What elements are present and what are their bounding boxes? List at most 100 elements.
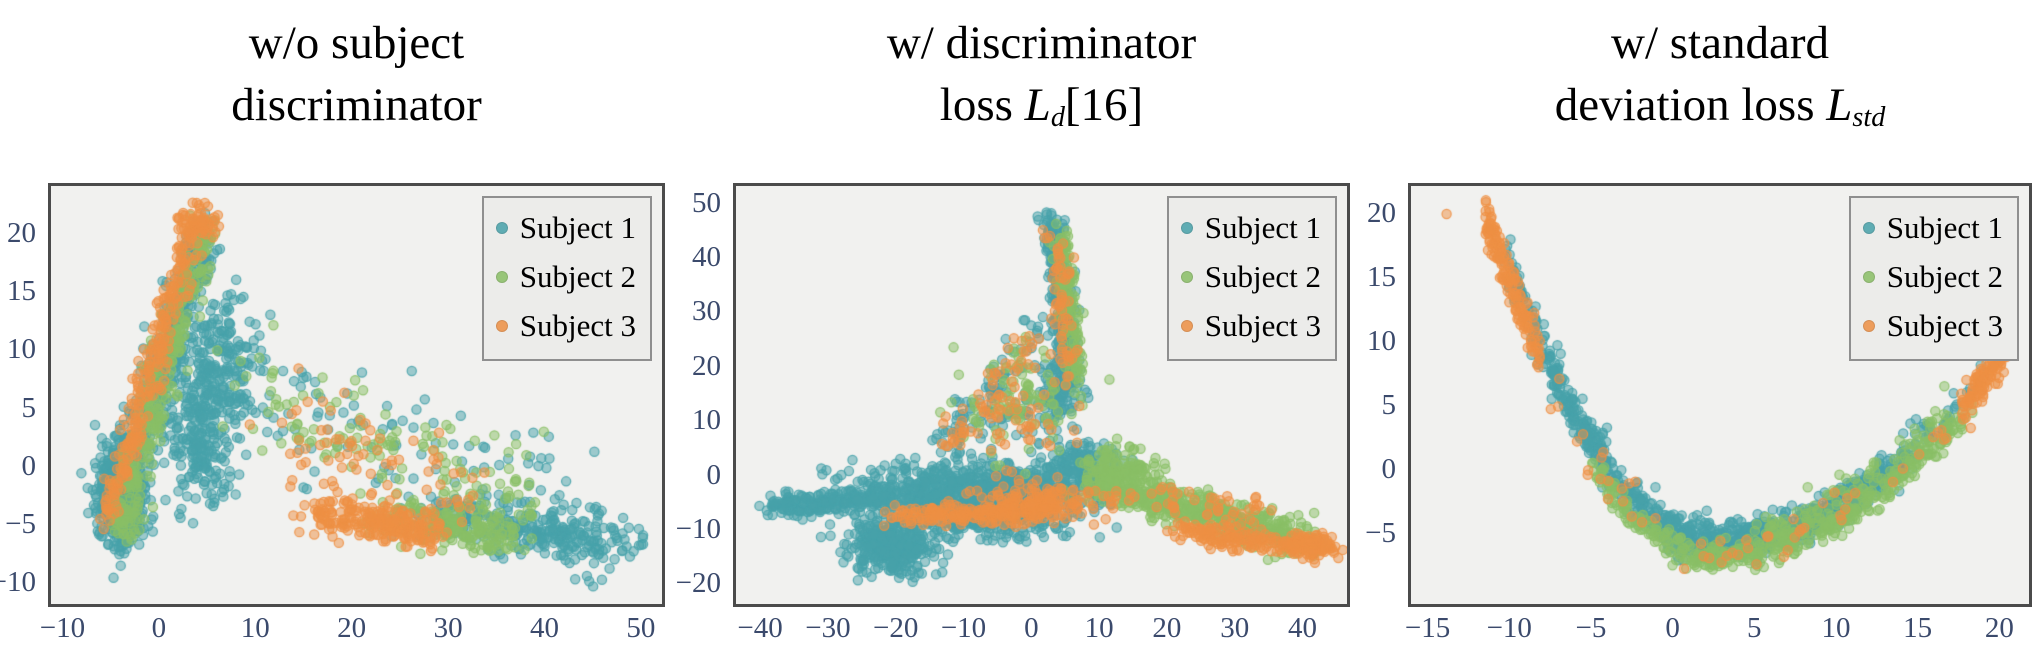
legend-label-subject-1: Subject 1 bbox=[519, 210, 636, 245]
y-tick-label: 20 bbox=[1367, 197, 1396, 230]
y-tick-label: 15 bbox=[1367, 261, 1396, 294]
legend-marker-subject-1-icon bbox=[1180, 222, 1193, 235]
x-tick-label: −20 bbox=[873, 612, 919, 644]
y-tick-label: 0 bbox=[706, 458, 722, 491]
legend: Subject 1 Subject 2 Subject 3 bbox=[1166, 196, 1337, 361]
plot-title-line1: w/o subject bbox=[48, 12, 665, 74]
legend-marker-subject-3-icon bbox=[1180, 320, 1193, 333]
y-tick-label: −20 bbox=[675, 567, 721, 600]
y-tick-label: −5 bbox=[1365, 517, 1396, 550]
legend-marker-subject-2-icon bbox=[1862, 271, 1875, 284]
x-tick-label: 40 bbox=[1288, 612, 1318, 644]
x-tick-label: 0 bbox=[151, 612, 167, 644]
plot-title-line2: loss Ld[16] bbox=[733, 74, 1350, 136]
plot-title-line2: discriminator bbox=[48, 74, 665, 136]
legend-label-subject-2: Subject 2 bbox=[1886, 258, 2003, 294]
y-tick-label: −5 bbox=[5, 507, 36, 540]
y-tick-label: 20 bbox=[692, 349, 721, 382]
x-tick-label: 10 bbox=[240, 612, 270, 644]
x-tick-label: −10 bbox=[1486, 612, 1532, 644]
legend-marker-subject-1-icon bbox=[1862, 222, 1875, 235]
legend-marker-subject-3-icon bbox=[495, 320, 508, 333]
plot-title: w/ discriminator loss Ld[16] bbox=[733, 12, 1350, 136]
x-tick-label: −10 bbox=[39, 612, 86, 644]
x-tick-label: 10 bbox=[1084, 612, 1114, 644]
title-text-segment: deviation loss bbox=[1554, 79, 1827, 132]
y-tick-label: 10 bbox=[7, 333, 36, 366]
title-text-segment: loss bbox=[939, 79, 1025, 132]
y-tick-label: 20 bbox=[7, 217, 36, 250]
legend-item-subject-3: Subject 3 bbox=[1180, 304, 1321, 349]
legend-item-subject-3: Subject 3 bbox=[495, 304, 636, 349]
legend-marker-subject-1-icon bbox=[495, 222, 508, 235]
legend-marker-subject-2-icon bbox=[1180, 271, 1193, 284]
x-tick-label: 5 bbox=[1747, 612, 1762, 644]
y-tick-label: 30 bbox=[692, 295, 721, 328]
legend-label-subject-3: Subject 3 bbox=[1204, 307, 1321, 343]
legend-marker-subject-2-icon bbox=[495, 271, 508, 284]
plot-area: Subject 1 Subject 2 Subject 3 bbox=[48, 183, 665, 607]
legend-item-subject-2: Subject 2 bbox=[1180, 255, 1321, 300]
y-tick-label: 0 bbox=[1381, 453, 1397, 486]
x-tick-label: 40 bbox=[529, 612, 559, 644]
x-tick-label: 10 bbox=[1821, 612, 1851, 644]
title-text-segment: d bbox=[1050, 102, 1065, 134]
x-tick-label: −5 bbox=[1575, 612, 1607, 644]
legend-item-subject-3: Subject 3 bbox=[1862, 304, 2003, 349]
title-text-segment: L bbox=[1024, 79, 1051, 132]
legend-label-subject-2: Subject 2 bbox=[519, 258, 636, 294]
legend-label-subject-2: Subject 2 bbox=[1204, 258, 1321, 294]
title-text-segment: discriminator bbox=[231, 79, 482, 132]
plot-area: Subject 1 Subject 2 Subject 3 bbox=[1408, 183, 2032, 607]
title-text-segment: L bbox=[1826, 79, 1853, 132]
legend: Subject 1 Subject 2 Subject 3 bbox=[481, 196, 652, 361]
x-tick-label: 50 bbox=[626, 612, 656, 644]
y-tick-label: 0 bbox=[21, 449, 37, 482]
title-text-segment: w/ discriminator bbox=[886, 17, 1197, 69]
y-tick-label: −10 bbox=[0, 565, 36, 598]
x-tick-label: 20 bbox=[1152, 612, 1182, 644]
x-tick-label: 0 bbox=[1024, 612, 1039, 644]
legend: Subject 1 Subject 2 Subject 3 bbox=[1848, 196, 2019, 361]
y-tick-label: 5 bbox=[1381, 389, 1397, 422]
y-tick-label: 40 bbox=[692, 241, 721, 274]
legend-label-subject-3: Subject 3 bbox=[1886, 307, 2003, 343]
x-tick-label: 0 bbox=[1665, 612, 1680, 644]
title-text-segment: std bbox=[1852, 102, 1886, 134]
x-tick-label: 30 bbox=[433, 612, 463, 644]
legend-marker-subject-3-icon bbox=[1862, 320, 1875, 333]
x-tick-label: −30 bbox=[805, 612, 851, 644]
legend-item-subject-2: Subject 2 bbox=[1862, 255, 2003, 300]
title-text-segment: [16] bbox=[1064, 79, 1144, 132]
x-tick-label: −10 bbox=[940, 612, 987, 644]
x-tick-label: 30 bbox=[1220, 612, 1250, 644]
y-tick-label: 5 bbox=[21, 391, 37, 424]
legend-label-subject-1: Subject 1 bbox=[1204, 210, 1321, 245]
x-tick-label: −15 bbox=[1404, 612, 1451, 644]
legend-item-subject-1: Subject 1 bbox=[495, 206, 636, 251]
plot-title-line1: w/ discriminator bbox=[733, 12, 1350, 74]
y-tick-label: 50 bbox=[692, 186, 721, 219]
legend-item-subject-2: Subject 2 bbox=[495, 255, 636, 300]
x-tick-label: 20 bbox=[1984, 612, 2014, 644]
legend-label-subject-1: Subject 1 bbox=[1886, 210, 2003, 245]
legend-item-subject-1: Subject 1 bbox=[1180, 206, 1321, 251]
plot-title: w/o subject discriminator bbox=[48, 12, 665, 136]
x-tick-label: 15 bbox=[1903, 612, 1933, 644]
plot-title: w/ standard deviation loss Lstd bbox=[1408, 12, 2032, 136]
title-text-segment: w/o subject bbox=[248, 17, 465, 69]
y-tick-label: 15 bbox=[7, 275, 36, 308]
title-text-segment: w/ standard bbox=[1611, 17, 1829, 69]
x-tick-label: 20 bbox=[337, 612, 367, 644]
x-tick-label: −40 bbox=[737, 612, 783, 644]
y-tick-label: 10 bbox=[692, 404, 721, 437]
plot-title-line2: deviation loss Lstd bbox=[1408, 74, 2032, 136]
plot-title-line1: w/ standard bbox=[1408, 12, 2032, 74]
legend-label-subject-3: Subject 3 bbox=[519, 307, 636, 343]
plot-area: Subject 1 Subject 2 Subject 3 bbox=[733, 183, 1350, 607]
y-tick-label: −10 bbox=[675, 512, 721, 545]
